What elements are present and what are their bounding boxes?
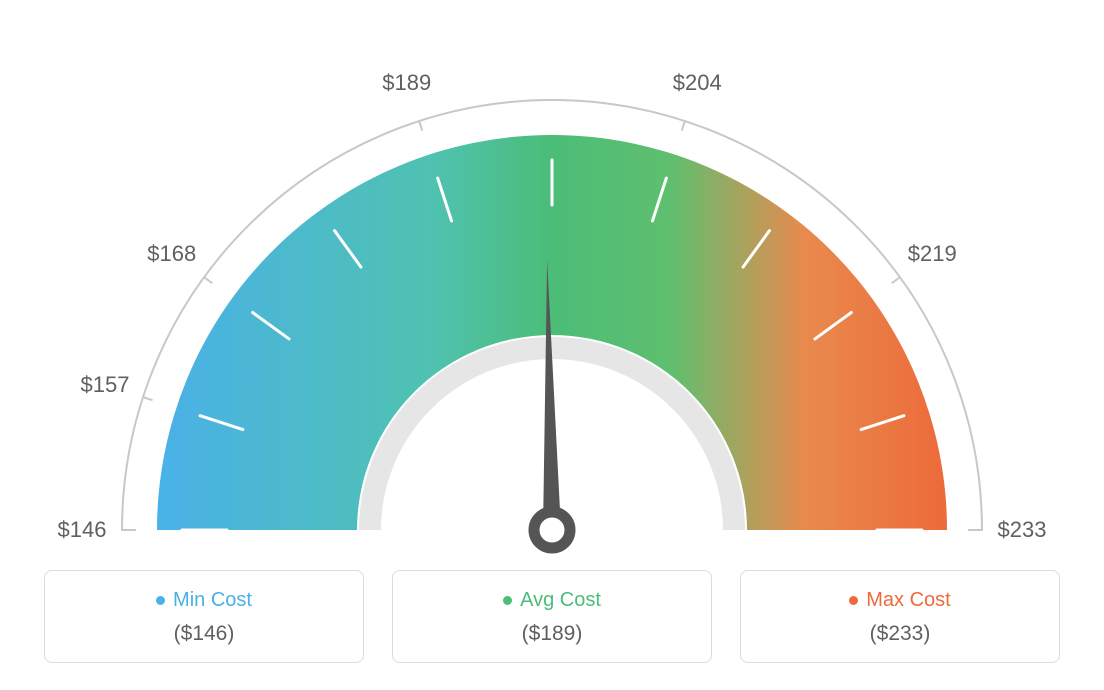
legend-label-avg: Avg Cost (520, 589, 601, 612)
legend-bullet-max (849, 596, 858, 605)
legend-value-min: ($146) (57, 622, 351, 646)
gauge-svg (0, 0, 1104, 560)
gauge-tick-label: $157 (81, 372, 130, 398)
legend-label-min: Min Cost (173, 589, 252, 612)
gauge-tick-label: $146 (58, 517, 107, 543)
legend-bullet-avg (503, 596, 512, 605)
legend-bullet-min (156, 596, 165, 605)
legend-label-max: Max Cost (866, 589, 950, 612)
gauge-tick-label: $219 (908, 241, 957, 267)
legend-card-min: Min Cost ($146) (44, 570, 364, 663)
gauge-tick-label: $189 (382, 70, 431, 96)
gauge-tick-label: $204 (673, 70, 722, 96)
legend-title-max: Max Cost (753, 589, 1047, 612)
legend-value-avg: ($189) (405, 622, 699, 646)
gauge-tick-label: $233 (998, 517, 1047, 543)
legend-row: Min Cost ($146) Avg Cost ($189) Max Cost… (0, 570, 1104, 663)
legend-title-min: Min Cost (57, 589, 351, 612)
legend-card-max: Max Cost ($233) (740, 570, 1060, 663)
legend-title-avg: Avg Cost (405, 589, 699, 612)
legend-value-max: ($233) (753, 622, 1047, 646)
gauge-chart: $146 $157 $168 $189 $204 $219 $233 (0, 0, 1104, 560)
legend-card-avg: Avg Cost ($189) (392, 570, 712, 663)
gauge-tick-label: $168 (147, 241, 196, 267)
